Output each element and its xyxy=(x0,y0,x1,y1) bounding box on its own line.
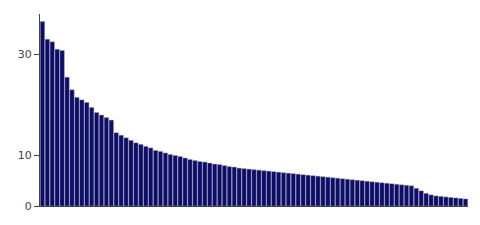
svg-text:10: 10 xyxy=(18,149,32,162)
svg-text:0: 0 xyxy=(25,200,32,213)
svg-text:30: 30 xyxy=(18,48,32,61)
